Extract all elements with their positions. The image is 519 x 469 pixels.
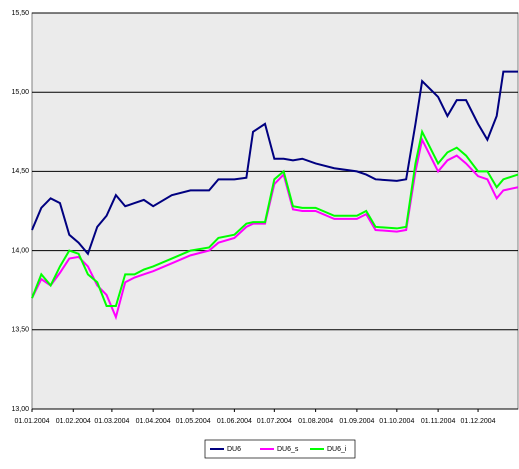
x-tick-label: 01.08.2004 bbox=[298, 418, 333, 425]
plot-area bbox=[31, 12, 519, 410]
x-tick-label: 01.11.2004 bbox=[421, 418, 456, 425]
x-tick-label: 01.04.2004 bbox=[136, 418, 171, 425]
y-tick-label: 14,00 bbox=[11, 247, 29, 254]
y-tick-label: 13,00 bbox=[11, 406, 29, 413]
legend-label: DU6_s bbox=[277, 446, 299, 453]
y-tick-label: 15,00 bbox=[11, 89, 29, 96]
x-tick-label: 01.10.2004 bbox=[379, 418, 414, 425]
series-line bbox=[31, 128, 519, 308]
x-tick-label: 01.01.2004 bbox=[14, 418, 49, 425]
x-tick-label: 01.07.2004 bbox=[257, 418, 292, 425]
x-tick-label: 01.05.2004 bbox=[176, 418, 211, 425]
y-tick-label: 15,50 bbox=[11, 10, 29, 17]
y-tick-label: 14,50 bbox=[11, 168, 29, 175]
y-tick-label: 13,50 bbox=[11, 327, 29, 334]
x-tick-label: 01.03.2004 bbox=[94, 418, 129, 425]
legend-label: DU6 bbox=[227, 446, 241, 453]
x-tick-label: 01.09.2004 bbox=[339, 418, 374, 425]
series-line bbox=[31, 70, 518, 256]
legend-box bbox=[204, 439, 356, 459]
legend-label: DU6_i bbox=[327, 446, 347, 453]
x-tick-label: 01.06.2004 bbox=[217, 418, 252, 425]
x-tick-label: 01.02.2004 bbox=[56, 418, 91, 425]
x-tick-label: 01.12.2004 bbox=[461, 418, 496, 425]
